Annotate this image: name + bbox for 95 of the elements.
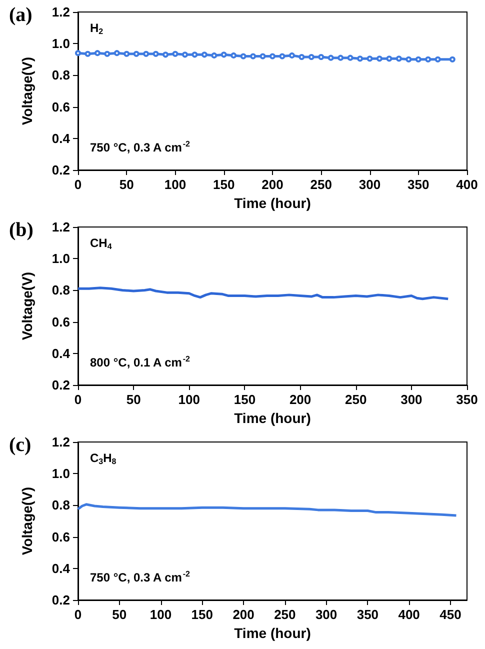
- point: [376, 56, 382, 62]
- point: [152, 50, 159, 57]
- y-tick-label: 0.6: [52, 314, 70, 330]
- point: [172, 50, 178, 57]
- x-tick-label: 350: [356, 607, 379, 622]
- chart-title: (a): [9, 4, 32, 26]
- point: [143, 50, 150, 57]
- point: [250, 53, 256, 60]
- y-tick-label: 1.2: [52, 220, 70, 234]
- y-tick-label: 0.2: [52, 592, 70, 608]
- y-tick-label: 1.2: [52, 434, 70, 450]
- x-axis-title: Time (hour): [234, 195, 311, 211]
- point: [104, 50, 110, 57]
- chart-title: (b): [9, 219, 34, 241]
- y-tick-label: 0.4: [52, 346, 71, 361]
- x-tick-label: 50: [112, 607, 127, 622]
- x-tick-label: 200: [232, 607, 254, 622]
- y-tick-label: 1.0: [52, 466, 70, 482]
- x-tick-label: 450: [440, 607, 462, 622]
- y-tick-label: 0.8: [52, 498, 70, 513]
- y-tick-label: 1.0: [52, 251, 70, 266]
- x-tick-label: 250: [274, 607, 296, 622]
- x-tick-label: 350: [456, 392, 478, 407]
- point: [124, 50, 130, 57]
- x-tick-label: 100: [150, 607, 172, 622]
- point: [84, 50, 91, 57]
- x-tick-label: 100: [164, 177, 186, 192]
- point: [347, 54, 354, 61]
- x-tick-label: 0: [74, 392, 82, 407]
- x-tick-label: 50: [119, 177, 134, 192]
- point: [260, 53, 266, 60]
- x-tick-label: 150: [213, 177, 235, 192]
- point: [133, 50, 140, 57]
- point: [288, 52, 295, 58]
- x-tick-label: 0: [74, 607, 82, 622]
- point: [279, 53, 286, 60]
- point: [75, 50, 81, 56]
- x-tick-label: 0: [74, 177, 82, 192]
- point: [357, 56, 364, 62]
- x-tick-label: 400: [398, 607, 420, 622]
- x-tick-label: 150: [234, 392, 256, 407]
- x-tick-label: 350: [408, 177, 430, 192]
- point: [434, 56, 441, 62]
- x-tick-label: 400: [456, 177, 478, 192]
- point: [298, 54, 305, 60]
- line-series: [76, 286, 450, 300]
- point: [270, 53, 276, 60]
- y-axis-title: Voltage(V): [19, 272, 35, 340]
- y-tick-label: 0.2: [52, 162, 70, 178]
- y-tick-label: 0.8: [52, 68, 70, 83]
- point: [328, 54, 334, 61]
- point: [425, 56, 432, 62]
- point: [449, 56, 456, 62]
- x-tick-label: 50: [126, 392, 141, 407]
- point: [396, 56, 402, 62]
- y-axis-title: Voltage(V): [19, 56, 35, 126]
- point: [366, 56, 373, 62]
- y-tick-label: 0.2: [52, 378, 70, 392]
- point: [318, 54, 324, 60]
- point: [162, 52, 169, 58]
- x-tick-label: 250: [345, 392, 367, 407]
- point: [211, 52, 218, 58]
- x-axis-title: Time (hour): [234, 410, 311, 426]
- x-tick-label: 150: [191, 607, 213, 622]
- y-tick-label: 0.4: [52, 130, 71, 146]
- point: [386, 56, 392, 62]
- x-axis-title: Time (hour): [234, 625, 311, 641]
- point: [308, 54, 314, 60]
- chart-title: (c): [9, 434, 32, 456]
- point: [338, 54, 344, 61]
- point: [114, 50, 120, 56]
- y-tick-label: 0.6: [52, 99, 70, 114]
- x-tick-label: 300: [315, 607, 338, 622]
- x-tick-label: 100: [178, 392, 200, 407]
- y-axis-title: Voltage(V): [19, 486, 35, 556]
- point: [406, 56, 412, 62]
- x-tick-label: 300: [358, 177, 381, 192]
- x-tick-label: 200: [262, 177, 284, 192]
- point: [94, 50, 100, 56]
- y-tick-label: 0.8: [52, 282, 70, 298]
- point: [230, 52, 237, 58]
- x-tick-label: 300: [400, 392, 422, 407]
- line-series: [76, 503, 458, 517]
- y-tick-label: 1.2: [52, 4, 70, 20]
- y-tick-label: 0.4: [52, 560, 71, 576]
- point: [192, 52, 198, 58]
- x-tick-label: 200: [289, 392, 312, 407]
- point: [415, 56, 422, 62]
- point: [182, 52, 188, 58]
- y-tick-label: 1.0: [52, 36, 70, 52]
- x-tick-label: 250: [310, 177, 332, 192]
- y-tick-label: 0.6: [52, 529, 70, 544]
- point: [240, 53, 246, 60]
- point: [201, 52, 208, 58]
- point: [220, 52, 227, 58]
